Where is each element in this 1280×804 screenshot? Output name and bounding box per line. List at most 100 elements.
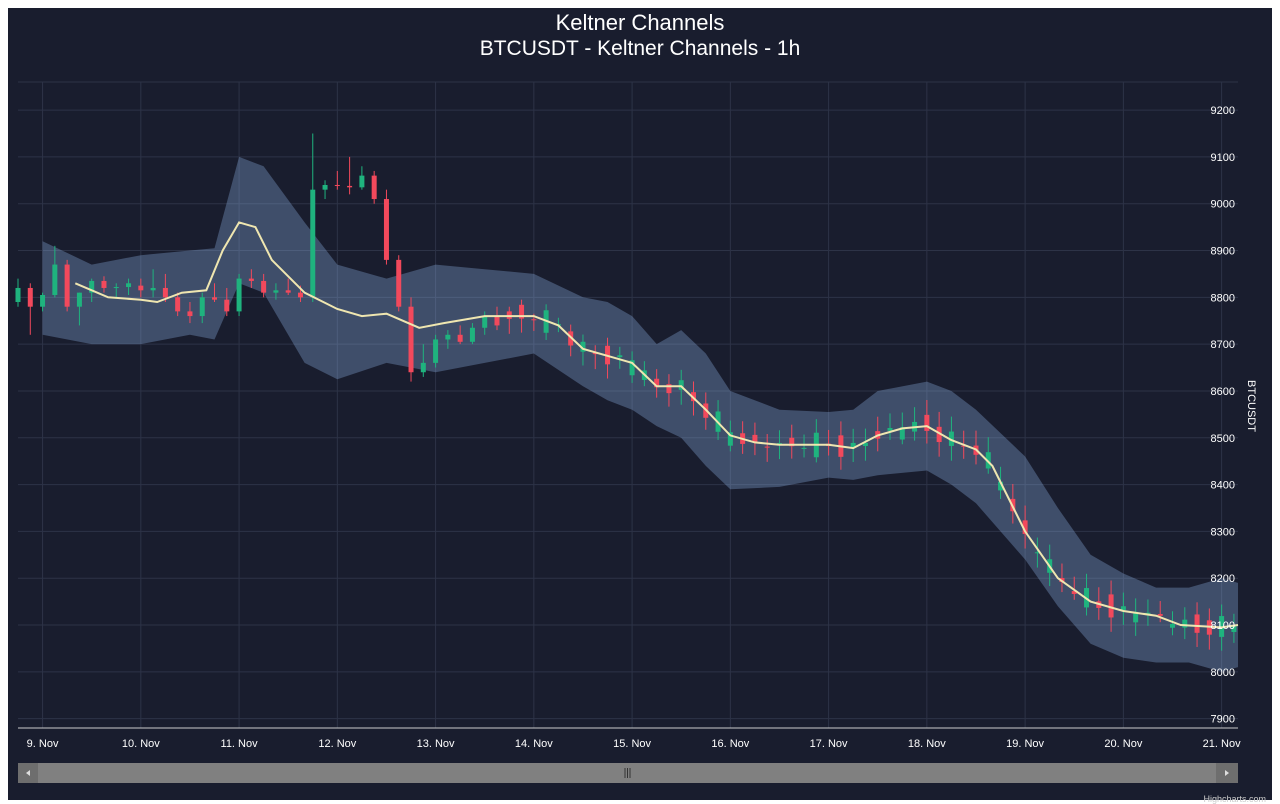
y-tick-label: 8400 — [1211, 480, 1235, 492]
candle-up[interactable] — [850, 428, 856, 463]
keltner-band — [42, 156, 1239, 672]
candle-down[interactable] — [212, 283, 218, 303]
candle-down[interactable] — [138, 278, 144, 298]
candle-down[interactable] — [334, 170, 340, 190]
candle-down[interactable] — [261, 273, 267, 298]
chart-subtitle: BTCUSDT - Keltner Channels - 1h — [479, 37, 801, 60]
candle-up[interactable] — [273, 283, 279, 300]
candle-up[interactable] — [862, 428, 868, 461]
x-tick-label: 11. Nov — [221, 738, 259, 750]
candle-down[interactable] — [666, 374, 672, 407]
x-tick-label: 10. Nov — [122, 738, 160, 750]
y-tick-label: 9200 — [1211, 105, 1235, 117]
candle-up[interactable] — [150, 269, 156, 298]
candle-down[interactable] — [383, 189, 389, 265]
candle-down[interactable] — [1108, 580, 1114, 632]
candle-down[interactable] — [27, 283, 33, 335]
candle-down[interactable] — [396, 255, 402, 312]
y-tick-label: 8000 — [1211, 667, 1235, 679]
x-axis-tick-labels: 9. Nov 10. Nov 11. Nov 12. Nov 13. Nov 14. No… — [27, 738, 1241, 750]
candle-up[interactable] — [1133, 598, 1139, 636]
candle-up[interactable] — [76, 292, 82, 326]
keltner-band-area — [42, 156, 1239, 672]
chart-title: Keltner Channels — [555, 10, 725, 35]
candle-down[interactable] — [1157, 601, 1163, 623]
candle-up[interactable] — [236, 273, 242, 317]
candle-down[interactable] — [408, 297, 414, 382]
candle-down[interactable] — [494, 306, 500, 331]
candle-up[interactable] — [126, 278, 132, 295]
candle-down[interactable] — [924, 400, 930, 444]
vertical-gridlines — [42, 82, 1223, 728]
candle-up[interactable] — [1120, 592, 1126, 625]
candle-up[interactable] — [322, 180, 328, 200]
candle-up[interactable] — [113, 283, 119, 298]
candle-up[interactable] — [580, 334, 586, 366]
candle-down[interactable] — [371, 170, 377, 204]
candle-down[interactable] — [764, 434, 770, 462]
candle-down[interactable] — [285, 278, 291, 295]
arrow-right-icon — [1225, 770, 1229, 776]
y-tick-label: 8600 — [1211, 386, 1235, 398]
candle-up[interactable] — [469, 323, 475, 345]
candle-down[interactable] — [592, 345, 598, 370]
x-tick-label: 17. Nov — [810, 738, 848, 750]
chart-background — [8, 8, 1272, 800]
navigator-scrollbar[interactable] — [18, 763, 1238, 783]
candle-up[interactable] — [887, 413, 893, 440]
candle-up[interactable] — [310, 133, 316, 303]
candle-up[interactable] — [420, 344, 426, 377]
candle-down[interactable] — [1194, 602, 1200, 647]
candle-up[interactable] — [629, 351, 635, 383]
y-tick-label: 8700 — [1211, 339, 1235, 351]
candle-up[interactable] — [985, 437, 991, 474]
y-tick-label: 8300 — [1211, 526, 1235, 538]
candle-down[interactable] — [162, 273, 168, 303]
credits-link[interactable]: Highcharts.com — [1203, 794, 1266, 804]
candle-up[interactable] — [1231, 613, 1237, 643]
candle-up[interactable] — [1169, 611, 1175, 636]
candle-up[interactable] — [40, 292, 46, 312]
candle-down[interactable] — [1071, 576, 1077, 600]
candle-down[interactable] — [101, 276, 107, 293]
candle-up[interactable] — [15, 278, 21, 307]
candle-down[interactable] — [936, 411, 942, 457]
candle-up[interactable] — [1034, 537, 1040, 568]
candle-down[interactable] — [224, 287, 230, 317]
y-tick-label: 8900 — [1211, 246, 1235, 258]
x-tick-label: 12. Nov — [318, 738, 356, 750]
candle-down[interactable] — [654, 369, 660, 398]
x-tick-label: 18. Nov — [908, 738, 946, 750]
x-tick-label: 13. Nov — [417, 738, 455, 750]
candle-down[interactable] — [347, 156, 353, 195]
candle-up[interactable] — [948, 416, 954, 461]
candle-down[interactable] — [752, 422, 758, 456]
candle-up[interactable] — [1182, 607, 1188, 640]
keltner-middle-line-path — [74, 221, 1239, 629]
y-tick-label: 9000 — [1211, 199, 1235, 211]
y-tick-label: 9100 — [1211, 152, 1235, 164]
candle-up[interactable] — [433, 334, 439, 368]
y-tick-label: 8500 — [1211, 433, 1235, 445]
y-axis-tick-labels: 7900 8000 8100 8200 8300 8400 8500 8600 8700 8800… — [1211, 105, 1235, 726]
candle-down[interactable] — [1022, 505, 1028, 549]
candle-down[interactable] — [187, 302, 193, 324]
candle-up[interactable] — [359, 166, 365, 190]
candle-up[interactable] — [52, 245, 58, 298]
x-tick-label: 20. Nov — [1104, 738, 1142, 750]
x-tick-label: 15. Nov — [613, 738, 651, 750]
candle-up[interactable] — [617, 346, 623, 369]
candle-down[interactable] — [789, 424, 795, 459]
arrow-left-icon — [26, 770, 30, 776]
candle-down[interactable] — [64, 259, 70, 312]
candle-up[interactable] — [445, 330, 451, 349]
candle-down[interactable] — [248, 269, 254, 288]
y-tick-label: 8800 — [1211, 292, 1235, 304]
candle-down[interactable] — [175, 292, 181, 317]
candle-up[interactable] — [199, 292, 205, 324]
x-tick-label: 14. Nov — [515, 738, 553, 750]
candle-up[interactable] — [801, 434, 807, 458]
scrollbar-grip-icon[interactable] — [624, 768, 631, 778]
candle-down[interactable] — [457, 325, 463, 345]
